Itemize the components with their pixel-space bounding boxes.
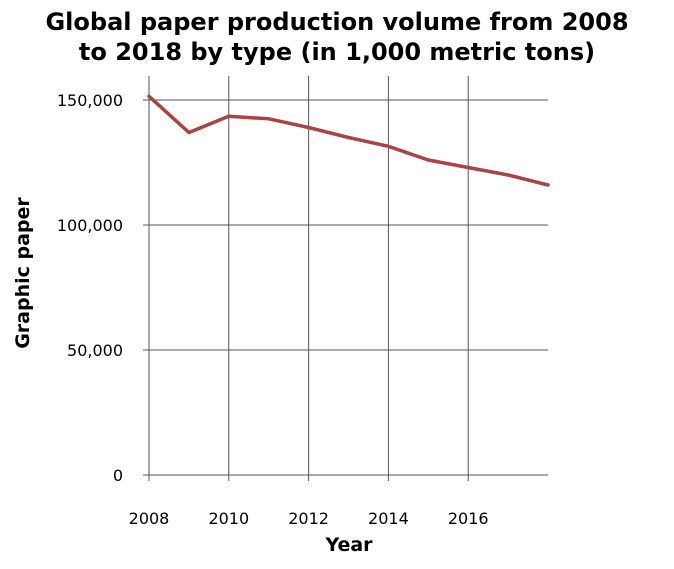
y-tick-label: 100,000 — [57, 216, 123, 235]
data-point — [227, 114, 231, 118]
y-axis-title: Graphic paper — [12, 197, 34, 349]
data-point — [347, 136, 350, 139]
x-tick-label: 2010 — [208, 509, 249, 528]
chart-title-line-1: Global paper production volume from 2008 — [45, 8, 628, 36]
x-tick-label: 2012 — [288, 509, 329, 528]
data-point — [267, 117, 271, 121]
data-point — [386, 144, 390, 148]
y-tick-label: 150,000 — [57, 91, 123, 110]
data-point — [506, 173, 510, 177]
chart-title-line-2: to 2018 by type (in 1,000 metric tons) — [79, 38, 595, 66]
x-tick-label: 2016 — [448, 509, 489, 528]
series-line — [147, 94, 550, 187]
y-tick-label: 0 — [113, 466, 123, 485]
y-tick-label: 50,000 — [67, 341, 123, 360]
data-point — [147, 94, 151, 98]
axes — [143, 76, 548, 481]
tick-labels: 2008 2010 2012 2014 2016 0 50,000 100,000 150,00… — [57, 91, 489, 528]
data-point — [466, 166, 470, 169]
data-point — [187, 131, 191, 134]
x-tick-label: 2014 — [368, 509, 409, 528]
series-layer — [147, 94, 550, 187]
grid-lines — [149, 76, 548, 475]
data-point — [426, 158, 430, 162]
x-tick-label: 2008 — [129, 509, 170, 528]
data-point — [546, 183, 550, 187]
x-axis-title: Year — [324, 534, 373, 556]
data-point — [307, 126, 311, 129]
